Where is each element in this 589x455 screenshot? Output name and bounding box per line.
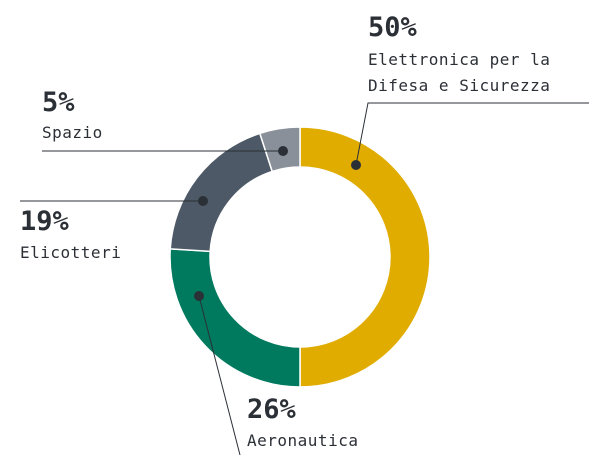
category-label: Elicotteri <box>20 243 122 262</box>
category-label: Elettronica per la Difesa e Sicurezza <box>368 50 551 95</box>
donut-segment <box>169 248 301 388</box>
leader-dot <box>278 146 288 156</box>
category-label: Spazio <box>42 123 103 142</box>
leader-dot <box>198 196 208 206</box>
category-label: Aeronautica <box>247 431 359 450</box>
leader-dot <box>194 291 204 301</box>
leader-line <box>198 295 241 455</box>
value-label: 26% <box>247 394 296 425</box>
value-label: 50% <box>368 12 417 43</box>
value-label: 5% <box>42 87 75 118</box>
leader-dot <box>351 160 361 170</box>
value-label: 19% <box>20 206 69 237</box>
donut-segment <box>299 126 431 388</box>
leader-line <box>355 102 589 166</box>
